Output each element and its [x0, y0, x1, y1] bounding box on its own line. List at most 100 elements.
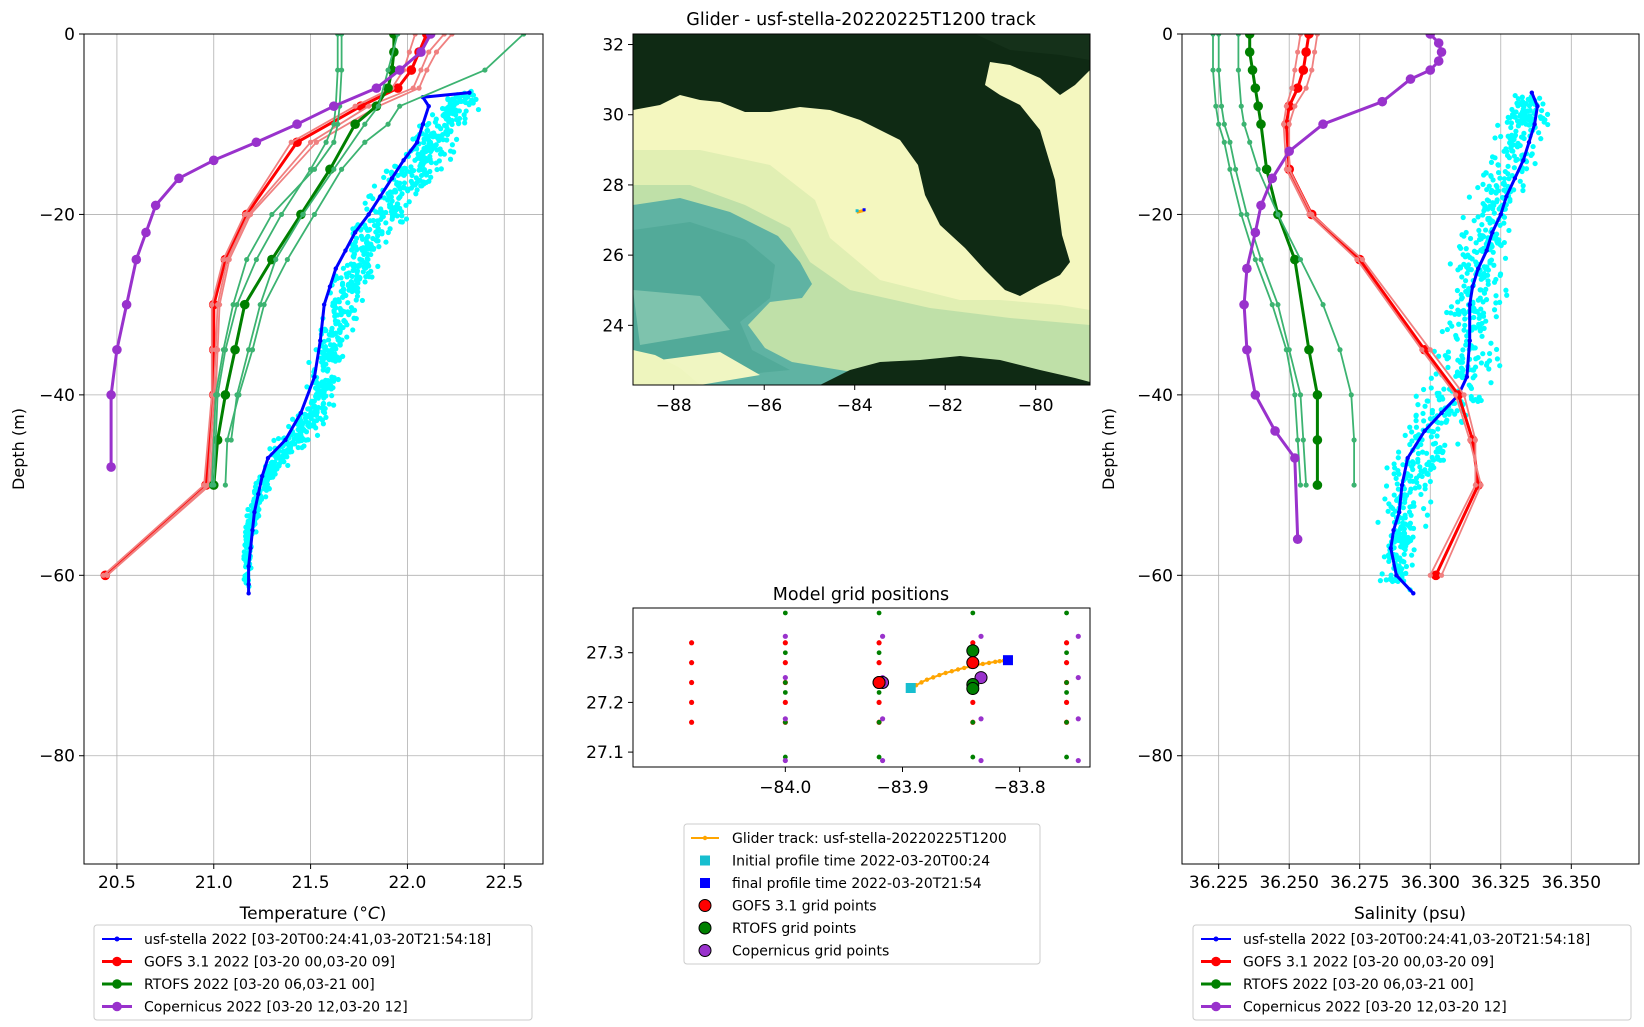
- glider-sample-point: [1413, 475, 1420, 481]
- gofs-grid-point: [1063, 699, 1070, 706]
- glider-sample-point: [1437, 445, 1443, 451]
- rtofs-grid-point: [876, 754, 882, 760]
- glider-sample-point: [267, 446, 273, 452]
- glider-sample-point: [1415, 450, 1422, 457]
- glider-sample-point: [325, 337, 332, 343]
- glider-sample-point: [1480, 233, 1486, 239]
- glider-sample-point: [451, 149, 457, 155]
- glider-sample-point: [321, 381, 327, 387]
- final-profile-marker: [1002, 655, 1013, 666]
- gofs-grid-point: [1063, 640, 1070, 646]
- series-point: [406, 65, 417, 75]
- copernicus-grid-point: [978, 716, 984, 722]
- series-point: [174, 173, 184, 184]
- glider-sample-point: [306, 359, 312, 366]
- glider-sample-point: [1433, 449, 1439, 455]
- rtofs-grid-point: [1064, 610, 1069, 616]
- series-point: [284, 256, 290, 263]
- glider-sample-point: [346, 312, 352, 318]
- glider-sample-point: [375, 263, 381, 269]
- glider-sample-point: [1410, 525, 1417, 531]
- glider-sample-point: [1481, 208, 1487, 214]
- glider-sample-point: [364, 239, 370, 245]
- glider-sample-point: [389, 214, 396, 220]
- series-point: [209, 302, 215, 308]
- series-point: [312, 374, 317, 380]
- glider-sample-point: [1504, 292, 1510, 298]
- series-point: [249, 347, 256, 353]
- copernicus-grid-point: [782, 674, 788, 681]
- glider-sample-point: [1428, 375, 1434, 381]
- rtofs-grid-point: [970, 719, 976, 725]
- series-point: [1425, 34, 1436, 39]
- glider-sample-point: [329, 378, 335, 384]
- series-point: [1250, 390, 1261, 400]
- glider-sample-point: [1518, 134, 1525, 140]
- glider-sample-point: [1528, 152, 1534, 159]
- series-point: [1210, 34, 1216, 37]
- glider-sample-point: [1486, 350, 1493, 357]
- series-point: [131, 254, 142, 265]
- glider-sample-point: [1523, 166, 1530, 172]
- glider-sample-point: [1428, 466, 1434, 473]
- series-point: [1247, 139, 1253, 145]
- rtofs-grid-point: [1064, 650, 1069, 656]
- glider-sample-point: [1430, 429, 1436, 435]
- series-point: [208, 155, 219, 166]
- series-point: [1253, 101, 1263, 111]
- series-point: [1267, 173, 1278, 184]
- glider-sample-point: [434, 135, 441, 141]
- rtofs-grid-point: [782, 610, 788, 616]
- glider-sample-point: [1459, 232, 1465, 238]
- series-point: [1290, 254, 1300, 265]
- glider-sample-point: [1454, 287, 1461, 294]
- glider-sample-point: [1491, 307, 1498, 313]
- gofs-grid-point: [876, 699, 882, 706]
- glider-sample-point: [1399, 566, 1405, 572]
- copernicus-grid-point: [978, 633, 984, 639]
- temperature-grid: [84, 33, 543, 864]
- glider-sample-point: [454, 100, 460, 106]
- glider-sample-point: [366, 193, 372, 200]
- glider-sample-point: [320, 367, 326, 373]
- series-point: [1297, 482, 1304, 488]
- glider-sample-point: [1505, 171, 1511, 177]
- series-point: [1216, 34, 1222, 37]
- series-point: [1244, 34, 1255, 39]
- glider-sample-point: [1515, 123, 1521, 129]
- glider-sample-point: [274, 466, 280, 472]
- glider-sample-point: [463, 99, 469, 106]
- rtofs-grid-point: [1064, 719, 1069, 725]
- glider-track-point: [924, 677, 930, 682]
- series-point: [1304, 344, 1314, 355]
- glider-map: Glider - usf-stella-20220225T1200 track …: [602, 10, 1091, 416]
- salinity-ylabel: Depth (m): [1099, 408, 1118, 490]
- series-point: [1289, 85, 1295, 91]
- y-tick-label: 26: [602, 246, 624, 266]
- glider-sample-point: [441, 151, 447, 157]
- glider-sample-point: [1512, 132, 1519, 138]
- series-point: [292, 119, 302, 130]
- glider-sample-point: [350, 327, 356, 333]
- legend-marker: [698, 921, 712, 935]
- glider-sample-point: [1375, 519, 1381, 525]
- glider-sample-point: [1488, 173, 1494, 180]
- legend-box: [93, 924, 533, 1021]
- glider-sample-point: [418, 172, 425, 179]
- series-point: [343, 248, 348, 253]
- glider-sample-point: [271, 437, 277, 444]
- series-point: [1311, 49, 1318, 55]
- glider-sample-point: [383, 168, 389, 174]
- series-point: [1295, 49, 1301, 55]
- glider-sample-point: [1480, 200, 1486, 207]
- glider-sample-point: [339, 308, 345, 314]
- glider-sample-point: [1488, 340, 1494, 346]
- glider-sample-point: [352, 284, 358, 290]
- glider-sample-point: [1506, 176, 1512, 182]
- glider-sample-point: [295, 426, 301, 433]
- series-point: [1238, 103, 1244, 109]
- glider-sample-point: [329, 393, 335, 399]
- map-title: Glider - usf-stella-20220225T1200 track: [686, 10, 1036, 30]
- glider-sample-point: [1519, 94, 1525, 100]
- map-ticks: −88 −86 −84 −82 −80 24 26 28 30 32: [602, 36, 1053, 416]
